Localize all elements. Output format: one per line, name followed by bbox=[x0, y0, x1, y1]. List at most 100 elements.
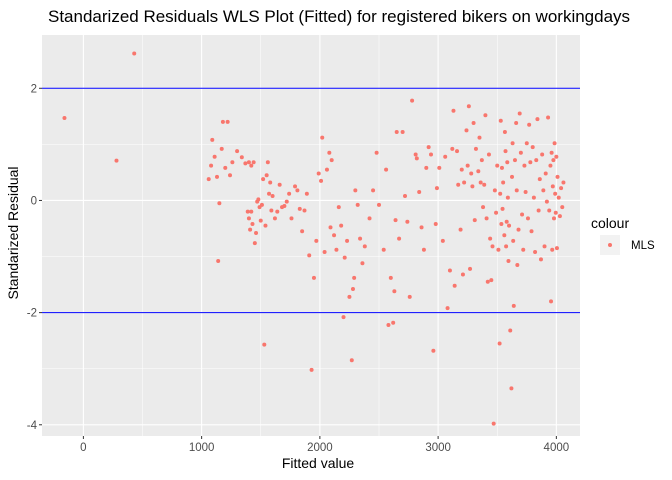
data-point bbox=[252, 241, 257, 246]
y-tick-label: 0 bbox=[31, 195, 37, 207]
data-point bbox=[349, 358, 354, 363]
data-point bbox=[367, 216, 372, 221]
data-point bbox=[293, 184, 298, 189]
data-point bbox=[269, 208, 274, 213]
data-point bbox=[251, 160, 256, 165]
chart-title: Standarized Residuals WLS Plot (Fitted) … bbox=[48, 7, 630, 26]
data-point bbox=[410, 98, 415, 103]
data-point bbox=[403, 193, 408, 198]
data-point bbox=[391, 320, 396, 325]
data-point bbox=[561, 180, 566, 185]
data-point bbox=[362, 244, 367, 249]
data-point bbox=[264, 173, 269, 178]
reference-lines bbox=[42, 87, 580, 314]
y-tick-label: 2 bbox=[31, 83, 37, 95]
data-point bbox=[212, 154, 217, 159]
data-point bbox=[523, 190, 528, 195]
data-point bbox=[353, 188, 358, 193]
data-point bbox=[516, 227, 521, 232]
data-point bbox=[230, 160, 235, 165]
data-point bbox=[510, 141, 515, 146]
data-point bbox=[469, 171, 474, 176]
data-point bbox=[287, 191, 292, 196]
data-point bbox=[426, 145, 431, 150]
y-tick-label: -2 bbox=[27, 308, 37, 320]
data-point bbox=[456, 182, 461, 187]
data-point bbox=[272, 216, 277, 221]
data-point bbox=[394, 130, 399, 135]
data-point bbox=[327, 150, 332, 155]
data-point bbox=[555, 174, 560, 179]
data-point bbox=[502, 233, 507, 238]
data-point bbox=[540, 152, 545, 157]
data-point bbox=[132, 51, 137, 56]
data-point bbox=[268, 180, 273, 185]
data-point bbox=[490, 244, 495, 249]
data-point bbox=[499, 222, 504, 227]
data-point bbox=[316, 171, 321, 176]
data-point bbox=[417, 190, 422, 195]
data-point bbox=[553, 191, 558, 196]
data-point bbox=[471, 121, 476, 126]
data-point bbox=[239, 155, 244, 160]
data-point bbox=[450, 146, 455, 151]
data-point bbox=[447, 268, 452, 273]
data-point bbox=[347, 294, 352, 299]
minor-gridlines bbox=[42, 35, 580, 436]
data-point bbox=[458, 227, 463, 232]
data-point bbox=[214, 174, 219, 179]
data-point bbox=[219, 146, 224, 151]
data-point bbox=[522, 163, 527, 168]
data-points bbox=[62, 51, 566, 426]
data-point bbox=[397, 236, 402, 241]
data-point bbox=[345, 238, 350, 243]
data-point bbox=[543, 171, 548, 176]
y-tick-label: -4 bbox=[27, 420, 38, 432]
data-point bbox=[477, 135, 482, 140]
data-point bbox=[462, 180, 467, 185]
data-point bbox=[284, 199, 289, 204]
data-point bbox=[460, 272, 465, 277]
data-point bbox=[537, 177, 542, 182]
x-axis-title: Fitted value bbox=[282, 455, 355, 471]
data-point bbox=[479, 158, 484, 163]
data-point bbox=[414, 156, 419, 161]
data-point bbox=[514, 188, 519, 193]
data-point bbox=[307, 253, 312, 258]
data-point bbox=[538, 257, 543, 262]
data-point bbox=[486, 152, 491, 157]
data-point bbox=[476, 169, 481, 174]
data-point bbox=[483, 113, 488, 118]
data-point bbox=[491, 421, 496, 426]
data-point bbox=[282, 204, 287, 209]
data-point bbox=[465, 163, 470, 168]
data-point bbox=[228, 173, 233, 178]
data-point bbox=[311, 275, 316, 280]
x-tick-label: 4000 bbox=[544, 442, 570, 454]
data-point bbox=[549, 299, 554, 304]
x-tick-label: 0 bbox=[80, 442, 86, 454]
data-point bbox=[507, 223, 512, 228]
data-point bbox=[328, 225, 333, 230]
data-point bbox=[320, 135, 325, 140]
data-point bbox=[505, 160, 510, 165]
data-point bbox=[217, 201, 222, 206]
data-point bbox=[256, 197, 261, 202]
data-point bbox=[548, 163, 553, 168]
data-point bbox=[497, 341, 502, 346]
legend-key-point bbox=[608, 243, 612, 247]
data-point bbox=[342, 255, 347, 260]
data-point bbox=[206, 177, 211, 182]
data-point bbox=[550, 184, 555, 189]
data-point bbox=[550, 247, 555, 252]
data-point bbox=[297, 206, 302, 211]
data-point bbox=[556, 195, 561, 200]
data-point bbox=[437, 165, 442, 170]
data-point bbox=[386, 322, 391, 327]
data-point bbox=[319, 178, 324, 183]
data-point bbox=[541, 188, 546, 193]
data-point bbox=[536, 208, 541, 213]
data-point bbox=[551, 158, 556, 163]
data-point bbox=[559, 186, 564, 191]
data-point bbox=[535, 117, 540, 122]
